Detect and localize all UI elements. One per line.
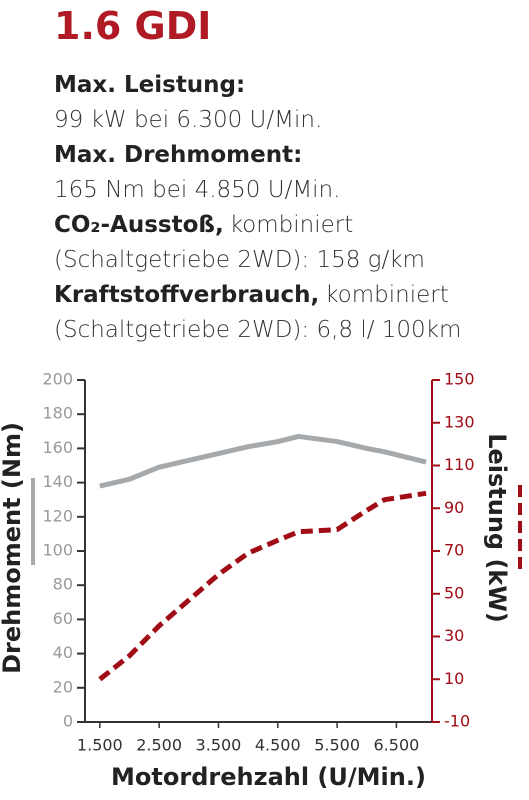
spec-label: Kraftstoffverbrauch, (54, 282, 320, 308)
y2-tick-label: 50 (444, 583, 464, 602)
x-tick-label: 2.500 (136, 736, 182, 755)
spec-label: Max. Leistung: (54, 72, 246, 98)
y-tick-label: 60 (53, 609, 73, 628)
x-tick-label: 1.500 (77, 736, 123, 755)
x-tick-label: 4.500 (255, 736, 301, 755)
spec-text: 99 kW bei 6.300 U/Min. (54, 107, 323, 133)
y-tick-label: 80 (53, 575, 73, 594)
spec-text: (Schaltgetriebe 2WD): 6,8 l/ 100km (54, 317, 462, 343)
x-tick-label: 3.500 (196, 736, 242, 755)
y2-tick-label: 30 (444, 626, 464, 645)
y-tick-label: 20 (53, 677, 73, 696)
series-line (98, 490, 427, 682)
y-tick-label: 200 (42, 370, 73, 389)
spec-row: Kraftstoffverbrauch, kombiniert (54, 278, 461, 313)
x-axis-title: Motordrehzahl (U/Min.) (111, 763, 426, 791)
y2-tick-label: 130 (444, 412, 475, 431)
y-axis-title: Drehmoment (Nm) (0, 422, 26, 674)
specs: Max. Leistung: 99 kW bei 6.300 U/Min. Ma… (54, 68, 461, 348)
spec-suffix: kombiniert (229, 212, 354, 238)
spec-text: 165 Nm bei 4.850 U/Min. (54, 177, 341, 203)
y-tick-label: 100 (42, 541, 73, 560)
x-tick-label: 5.500 (314, 736, 360, 755)
spec-row: CO₂-Ausstoß, kombiniert (54, 208, 461, 243)
spec-suffix: kombiniert (325, 282, 449, 308)
title: 1.6 GDI (54, 4, 212, 48)
y-tick-label: 0 (63, 712, 73, 731)
y-tick-label: 140 (42, 472, 73, 491)
y2-tick-label: 110 (444, 455, 475, 474)
y2-tick-label: 10 (444, 669, 464, 688)
spec-label: Max. Drehmoment: (54, 142, 303, 168)
spec-label: CO₂-Ausstoß, (54, 212, 224, 238)
y-tick-label: 40 (53, 643, 73, 662)
y2-tick-label: 90 (444, 498, 464, 517)
y-tick-label: 180 (42, 404, 73, 423)
y-tick-label: 160 (42, 438, 73, 457)
y2-axis-title: Leistung (kW) (483, 433, 511, 623)
series-line (99, 433, 427, 489)
spec-text: (Schaltgetriebe 2WD): 158 g/km (54, 247, 425, 273)
y-tick-label: 120 (42, 506, 73, 525)
x-tick-label: 6.500 (374, 736, 420, 755)
y2-tick-label: -10 (444, 712, 470, 731)
y2-tick-label: 150 (444, 370, 475, 389)
y2-tick-label: 70 (444, 541, 464, 560)
